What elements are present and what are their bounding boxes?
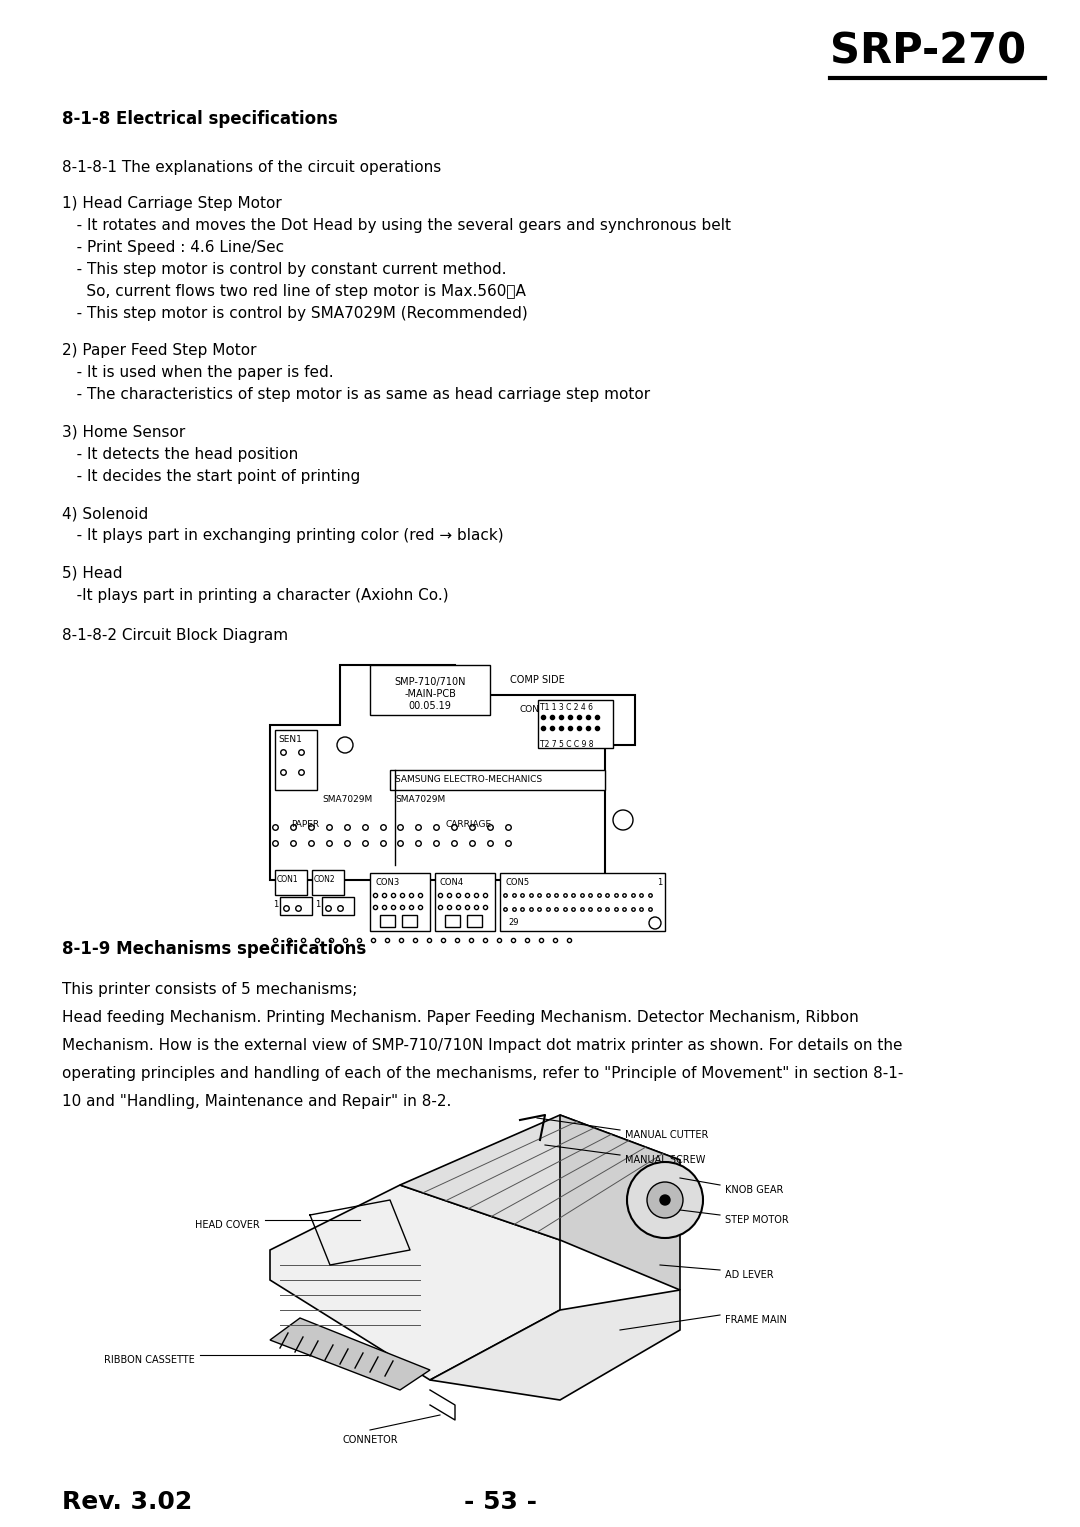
Text: 2) Paper Feed Step Motor: 2) Paper Feed Step Motor xyxy=(62,344,257,359)
Text: 1: 1 xyxy=(315,899,321,909)
Circle shape xyxy=(649,918,661,928)
Text: FRAME MAIN: FRAME MAIN xyxy=(725,1315,787,1325)
Bar xyxy=(380,915,395,927)
Text: SAMSUNG ELECTRO-MECHANICS: SAMSUNG ELECTRO-MECHANICS xyxy=(395,776,542,783)
Text: CARRIAGE: CARRIAGE xyxy=(445,820,491,829)
Bar xyxy=(402,915,417,927)
Text: - It rotates and moves the Dot Head by using the several gears and synchronous b: - It rotates and moves the Dot Head by u… xyxy=(62,218,731,234)
Bar xyxy=(500,873,665,931)
Text: - It detects the head position: - It detects the head position xyxy=(62,447,298,461)
Text: - 53 -: - 53 - xyxy=(463,1490,537,1513)
Text: Mechanism. How is the external view of SMP-710/710N Impact dot matrix printer as: Mechanism. How is the external view of S… xyxy=(62,1038,903,1054)
Text: 1: 1 xyxy=(657,878,662,887)
Bar xyxy=(370,873,430,931)
Bar xyxy=(538,699,613,748)
Circle shape xyxy=(660,1196,670,1205)
Polygon shape xyxy=(561,1115,680,1290)
Circle shape xyxy=(337,738,353,753)
Text: 8-1-8-2 Circuit Block Diagram: 8-1-8-2 Circuit Block Diagram xyxy=(62,628,288,643)
Text: 8-1-9 Mechanisms specifications: 8-1-9 Mechanisms specifications xyxy=(62,941,366,957)
Text: - The characteristics of step motor is as same as head carriage step motor: - The characteristics of step motor is a… xyxy=(62,388,650,403)
Text: CON5: CON5 xyxy=(505,878,529,887)
Bar xyxy=(322,896,354,915)
Polygon shape xyxy=(430,1290,680,1400)
Bar xyxy=(370,664,490,715)
Text: SRP-270: SRP-270 xyxy=(831,31,1026,72)
Text: STEP MOTOR: STEP MOTOR xyxy=(725,1215,788,1225)
Text: T2 7 5 C C 9 8: T2 7 5 C C 9 8 xyxy=(540,741,594,750)
Text: SMA7029M: SMA7029M xyxy=(395,796,445,805)
Polygon shape xyxy=(270,664,635,880)
Text: T1 1 3 C 2 4 6: T1 1 3 C 2 4 6 xyxy=(540,702,593,712)
Text: - It plays part in exchanging printing color (red → black): - It plays part in exchanging printing c… xyxy=(62,528,503,544)
Text: MANUAL CUTTER: MANUAL CUTTER xyxy=(625,1130,708,1141)
Text: KNOB GEAR: KNOB GEAR xyxy=(725,1185,783,1196)
Text: Head feeding Mechanism. Printing Mechanism. Paper Feeding Mechanism. Detector Me: Head feeding Mechanism. Printing Mechani… xyxy=(62,1009,859,1025)
Text: - Print Speed : 4.6 Line/Sec: - Print Speed : 4.6 Line/Sec xyxy=(62,240,284,255)
Text: 29: 29 xyxy=(508,918,518,927)
Text: PAPER: PAPER xyxy=(291,820,319,829)
Text: SMP-710/710N: SMP-710/710N xyxy=(394,676,465,687)
Bar xyxy=(312,870,345,895)
Bar xyxy=(280,896,312,915)
Text: 3) Home Sensor: 3) Home Sensor xyxy=(62,425,186,440)
Text: MANUAL SCREW: MANUAL SCREW xyxy=(625,1154,705,1165)
Text: 10 and "Handling, Maintenance and Repair" in 8-2.: 10 and "Handling, Maintenance and Repair… xyxy=(62,1093,451,1109)
Bar xyxy=(390,770,605,789)
Text: 1) Head Carriage Step Motor: 1) Head Carriage Step Motor xyxy=(62,195,282,211)
Polygon shape xyxy=(270,1318,430,1390)
Text: CON2: CON2 xyxy=(314,875,336,884)
Text: - This step motor is control by SMA7029M (Recommended): - This step motor is control by SMA7029M… xyxy=(62,305,528,321)
Text: - It is used when the paper is fed.: - It is used when the paper is fed. xyxy=(62,365,334,380)
Text: 4) Solenoid: 4) Solenoid xyxy=(62,505,148,521)
Bar xyxy=(445,915,460,927)
Text: Rev. 3.02: Rev. 3.02 xyxy=(62,1490,192,1513)
Bar xyxy=(435,873,495,931)
Text: 1: 1 xyxy=(273,899,279,909)
Text: CON3: CON3 xyxy=(375,878,400,887)
Text: - It decides the start point of printing: - It decides the start point of printing xyxy=(62,469,361,484)
Text: CON: CON xyxy=(519,705,540,715)
Circle shape xyxy=(613,809,633,831)
Bar xyxy=(275,730,318,789)
Text: SMA7029M: SMA7029M xyxy=(322,796,373,805)
Text: This printer consists of 5 mechanisms;: This printer consists of 5 mechanisms; xyxy=(62,982,357,997)
Circle shape xyxy=(627,1162,703,1238)
Text: CON4: CON4 xyxy=(440,878,464,887)
Circle shape xyxy=(647,1182,683,1219)
Bar xyxy=(467,915,482,927)
Text: CONNETOR: CONNETOR xyxy=(342,1435,397,1445)
Text: operating principles and handling of each of the mechanisms, refer to "Principle: operating principles and handling of eac… xyxy=(62,1066,903,1081)
Polygon shape xyxy=(400,1115,680,1240)
Text: 8-1-8 Electrical specifications: 8-1-8 Electrical specifications xyxy=(62,110,338,128)
Text: 8-1-8-1 The explanations of the circuit operations: 8-1-8-1 The explanations of the circuit … xyxy=(62,160,442,176)
Text: CON1: CON1 xyxy=(276,875,299,884)
Text: So, current flows two red line of step motor is Max.560㎡A: So, current flows two red line of step m… xyxy=(62,284,526,299)
Polygon shape xyxy=(270,1185,561,1380)
Text: - This step motor is control by constant current method.: - This step motor is control by constant… xyxy=(62,263,507,276)
Text: -MAIN-PCB: -MAIN-PCB xyxy=(404,689,456,699)
Text: RIBBON CASSETTE: RIBBON CASSETTE xyxy=(105,1354,195,1365)
Text: AD LEVER: AD LEVER xyxy=(725,1270,773,1280)
Text: SEN1: SEN1 xyxy=(278,734,302,744)
Bar xyxy=(275,870,307,895)
Text: COMP SIDE: COMP SIDE xyxy=(510,675,565,686)
Text: -It plays part in printing a character (Axiohn Co.): -It plays part in printing a character (… xyxy=(62,588,448,603)
Text: 5) Head: 5) Head xyxy=(62,565,122,580)
Text: 00.05.19: 00.05.19 xyxy=(408,701,451,712)
Text: HEAD COVER: HEAD COVER xyxy=(195,1220,260,1231)
